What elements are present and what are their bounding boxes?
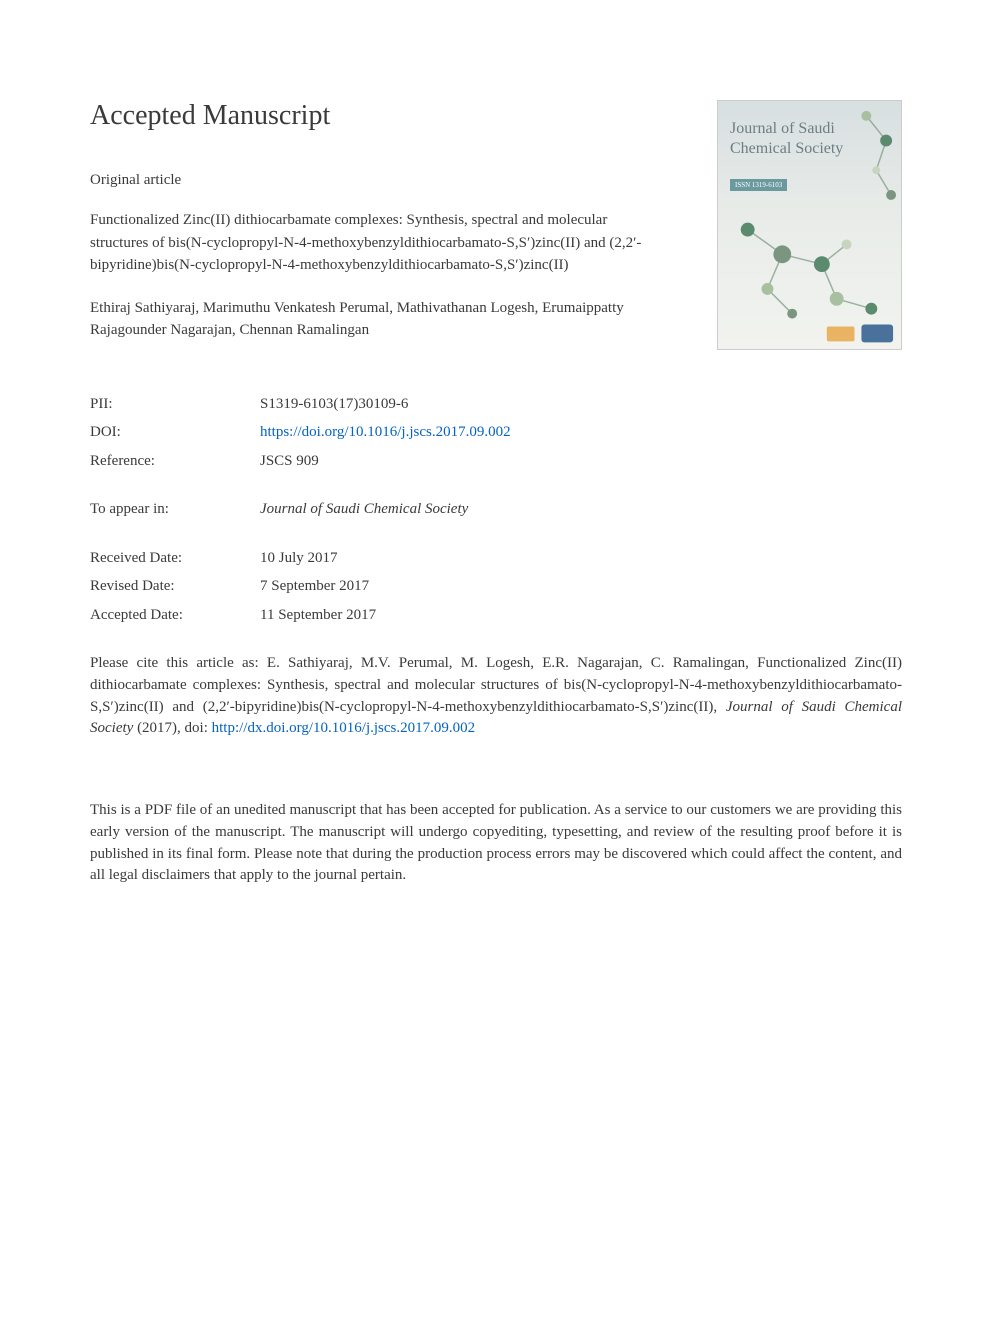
spacer bbox=[90, 532, 902, 544]
citation-year: (2017), doi: bbox=[133, 720, 211, 736]
article-title: Functionalized Zinc(II) dithiocarbamate … bbox=[90, 209, 650, 277]
doi-label: DOI: bbox=[90, 418, 260, 447]
cover-journal-title: Journal of Saudi Chemical Society bbox=[730, 119, 889, 159]
dates-table: Received Date: 10 July 2017 Revised Date… bbox=[90, 544, 376, 630]
citation-text: Please cite this article as: E. Sathiyar… bbox=[90, 653, 902, 740]
doi-link[interactable]: https://doi.org/10.1016/j.jscs.2017.09.0… bbox=[260, 424, 511, 440]
meta-row-doi: DOI: https://doi.org/10.1016/j.jscs.2017… bbox=[90, 418, 511, 447]
reference-value: JSCS 909 bbox=[260, 447, 511, 476]
meta-row-reference: Reference: JSCS 909 bbox=[90, 447, 511, 476]
meta-row-accepted: Accepted Date: 11 September 2017 bbox=[90, 601, 376, 630]
revised-value: 7 September 2017 bbox=[260, 572, 376, 601]
disclaimer-text: This is a PDF file of an unedited manusc… bbox=[90, 800, 902, 887]
meta-row-appear: To appear in: Journal of Saudi Chemical … bbox=[90, 495, 468, 524]
meta-row-revised: Revised Date: 7 September 2017 bbox=[90, 572, 376, 601]
accepted-label: Accepted Date: bbox=[90, 601, 260, 630]
accepted-value: 11 September 2017 bbox=[260, 601, 376, 630]
doi-value: https://doi.org/10.1016/j.jscs.2017.09.0… bbox=[260, 418, 511, 447]
metadata-table: PII: S1319-6103(17)30109-6 DOI: https://… bbox=[90, 390, 511, 476]
appear-label: To appear in: bbox=[90, 495, 260, 524]
pii-label: PII: bbox=[90, 390, 260, 419]
article-type: Original article bbox=[90, 172, 687, 189]
citation-doi-link[interactable]: http://dx.doi.org/10.1016/j.jscs.2017.09… bbox=[212, 720, 475, 736]
page-heading: Accepted Manuscript bbox=[90, 100, 687, 132]
left-column: Accepted Manuscript Original article Fun… bbox=[90, 100, 717, 370]
appear-table: To appear in: Journal of Saudi Chemical … bbox=[90, 495, 468, 524]
spacer bbox=[90, 483, 902, 495]
received-value: 10 July 2017 bbox=[260, 544, 376, 573]
meta-row-pii: PII: S1319-6103(17)30109-6 bbox=[90, 390, 511, 419]
received-label: Received Date: bbox=[90, 544, 260, 573]
meta-row-received: Received Date: 10 July 2017 bbox=[90, 544, 376, 573]
authors-list: Ethiraj Sathiyaraj, Marimuthu Venkatesh … bbox=[90, 297, 650, 342]
revised-label: Revised Date: bbox=[90, 572, 260, 601]
pii-value: S1319-6103(17)30109-6 bbox=[260, 390, 511, 419]
journal-cover-thumbnail: Journal of Saudi Chemical Society ISSN 1… bbox=[717, 100, 902, 350]
appear-value: Journal of Saudi Chemical Society bbox=[260, 495, 468, 524]
cover-issn-badge: ISSN 1319-6103 bbox=[730, 179, 787, 191]
header-row: Accepted Manuscript Original article Fun… bbox=[90, 100, 902, 370]
reference-label: Reference: bbox=[90, 447, 260, 476]
